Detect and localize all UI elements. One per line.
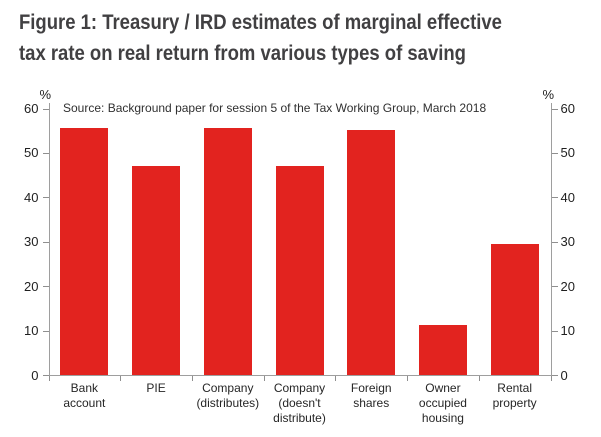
y-tick-label-right-10: 10 [560, 323, 575, 339]
y-tick-left-30 [42, 241, 49, 243]
y-tick-label-right-20: 20 [560, 278, 575, 294]
y-tick-label-left-60: 60 [24, 101, 39, 116]
x-tick-4 [335, 376, 337, 381]
y-tick-right-0 [551, 375, 558, 376]
figure-title-line-2: tax rate on real return from various typ… [19, 41, 466, 65]
figure-title-line-1: Figure 1: Treasury / IRD estimates of ma… [19, 10, 502, 34]
x-label-owner-occupied-housing: Owner occupied housing [418, 381, 467, 425]
bar-company-doesn-t-distribute [275, 165, 324, 375]
y-tick-left-40 [42, 197, 49, 199]
x-axis [48, 375, 552, 376]
y-tick-left-0 [42, 375, 49, 376]
x-tick-5 [407, 376, 409, 381]
bar-company-distributes [203, 127, 252, 375]
y-tick-label-right-30: 30 [560, 234, 575, 250]
y-tick-label-left-20: 20 [24, 278, 39, 294]
x-tick-3 [263, 376, 265, 381]
bar-owner-occupied-housing [418, 325, 467, 375]
x-tick-6 [478, 376, 480, 381]
x-label-company-doesn-t-distribute: Company (doesn't distribute) [273, 381, 326, 425]
y-axis-left [48, 103, 50, 376]
y-tick-label-left-0: 0 [31, 367, 39, 383]
x-label-bank-account: Bank account [63, 381, 106, 410]
x-tick-2 [191, 376, 193, 381]
y-tick-left-60 [42, 108, 49, 110]
y-tick-label-left-10: 10 [24, 323, 39, 339]
y-tick-right-30 [551, 241, 558, 243]
x-tick-1 [120, 376, 122, 381]
y-tick-label-right-40: 40 [560, 189, 575, 205]
bar-bank-account [60, 127, 109, 375]
y-tick-left-50 [42, 152, 49, 154]
y-tick-label-left-40: 40 [24, 189, 39, 205]
source-note: Source: Background paper for session 5 o… [63, 101, 487, 115]
y-tick-right-20 [551, 286, 558, 288]
bar-foreign-shares [347, 130, 396, 375]
x-label-pie: PIE [146, 381, 166, 395]
bar-rental-property [490, 244, 539, 375]
x-label-rental-property: Rental property [492, 381, 537, 410]
y-tick-label-left-50: 50 [24, 145, 39, 161]
y-tick-right-10 [551, 330, 558, 332]
y-tick-label-right-50: 50 [560, 145, 575, 161]
y-tick-right-50 [551, 152, 558, 154]
y-tick-right-60 [551, 108, 558, 110]
x-label-company-distributes: Company (distributes) [196, 381, 260, 410]
y-tick-label-left-30: 30 [24, 234, 39, 250]
y-axis-unit-right: % [542, 87, 555, 102]
y-tick-label-right-60: 60 [560, 101, 575, 116]
bar-pie [132, 165, 181, 375]
y-axis-unit-left: % [39, 87, 52, 102]
y-tick-left-20 [42, 286, 49, 288]
x-tick-0 [48, 376, 50, 381]
y-tick-label-right-0: 0 [560, 367, 568, 383]
figure-title: Figure 1: Treasury / IRD estimates of ma… [19, 7, 569, 69]
y-axis-right [550, 103, 552, 376]
x-tick-7 [550, 376, 552, 381]
x-label-foreign-shares: Foreign shares [350, 381, 392, 410]
y-tick-left-10 [42, 330, 49, 332]
y-tick-right-40 [551, 197, 558, 199]
